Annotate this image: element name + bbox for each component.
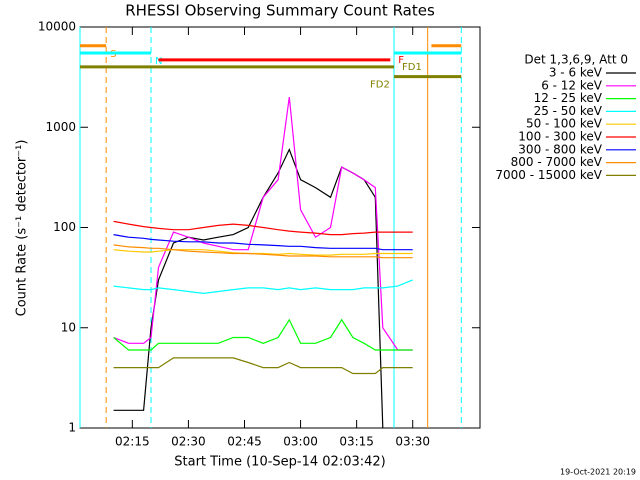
series-line bbox=[113, 220, 413, 236]
state-label: N bbox=[155, 56, 162, 67]
x-tick-label: 03:30 bbox=[395, 435, 430, 449]
legend-label: 800 - 7000 keV bbox=[511, 155, 603, 169]
series-line bbox=[113, 318, 413, 351]
series-line bbox=[113, 244, 413, 259]
footer: 19-Oct-2021 20:19 bbox=[560, 468, 636, 477]
legend-label: 300 - 800 keV bbox=[518, 142, 602, 156]
x-axis-label: Start Time (10-Sep-14 02:03:42) bbox=[174, 455, 385, 470]
y-tick-label: 10000 bbox=[38, 20, 76, 34]
state-label: FD1 bbox=[402, 62, 422, 73]
legend-title: Det 1,3,6,9, Att 0 bbox=[524, 53, 628, 67]
legend-label: 50 - 100 keV bbox=[526, 117, 603, 131]
x-tick-label: 03:15 bbox=[339, 435, 374, 449]
chart-title: RHESSI Observing Summary Count Rates bbox=[125, 2, 435, 20]
x-tick-label: 02:45 bbox=[227, 435, 262, 449]
series-line bbox=[113, 234, 413, 251]
series-line bbox=[113, 357, 413, 375]
series-line bbox=[113, 97, 413, 351]
y-tick-label: 1000 bbox=[45, 120, 76, 134]
state-label: FD2 bbox=[370, 80, 390, 91]
state-label: F bbox=[398, 55, 404, 66]
x-tick-label: 02:15 bbox=[115, 435, 150, 449]
y-tick-label: 100 bbox=[53, 220, 76, 234]
y-axis-label: Count Rate (s⁻¹ detector⁻¹) bbox=[15, 140, 30, 317]
legend-label: 12 - 25 keV bbox=[534, 91, 603, 105]
x-tick-label: 03:00 bbox=[283, 435, 318, 449]
y-tick-label: 10 bbox=[61, 320, 76, 334]
y-tick-label: 1 bbox=[68, 421, 76, 435]
series-line bbox=[113, 279, 413, 295]
legend-label: 6 - 12 keV bbox=[541, 78, 603, 92]
legend-label: 3 - 6 keV bbox=[549, 66, 603, 80]
legend-label: 25 - 50 keV bbox=[534, 104, 603, 118]
x-tick-label: 02:30 bbox=[171, 435, 206, 449]
legend-label: 100 - 300 keV bbox=[518, 130, 602, 144]
legend-label: 7000 - 15000 keV bbox=[495, 168, 602, 182]
series-line bbox=[113, 249, 413, 256]
